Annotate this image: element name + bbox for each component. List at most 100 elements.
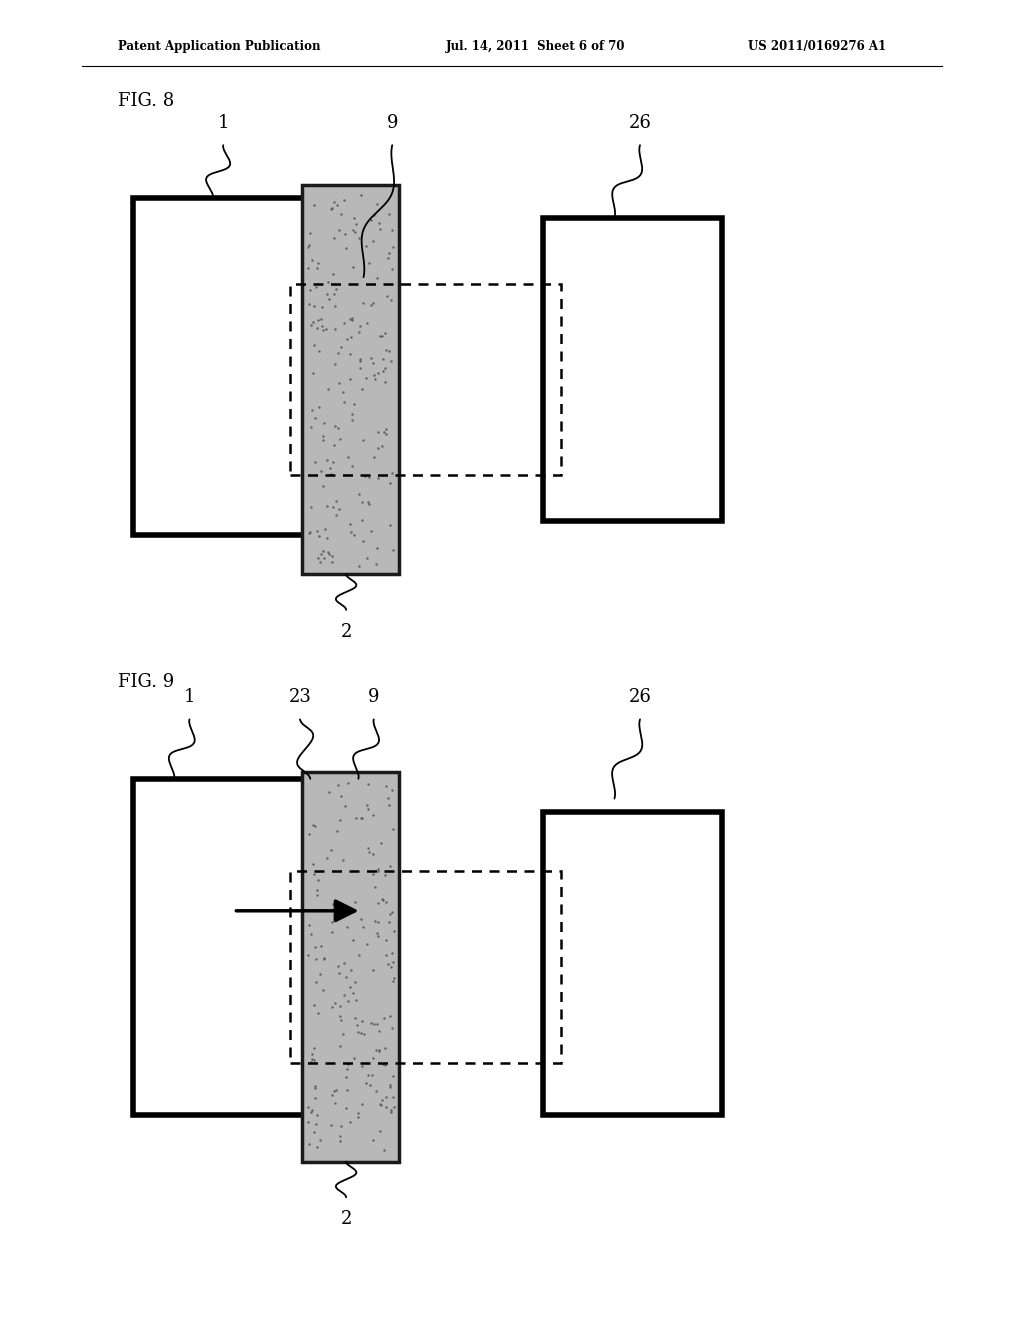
Point — [369, 923, 385, 944]
Point — [335, 1023, 351, 1044]
Point — [346, 892, 362, 913]
Point — [354, 379, 371, 400]
Point — [332, 1125, 348, 1146]
Bar — [543, 218, 722, 521]
Point — [308, 1114, 325, 1135]
Point — [375, 888, 391, 909]
Point — [383, 1102, 399, 1123]
Point — [385, 236, 401, 257]
Point — [303, 1052, 319, 1073]
Point — [386, 920, 402, 941]
Point — [304, 1100, 321, 1121]
Point — [371, 363, 387, 384]
Point — [309, 310, 326, 331]
Point — [355, 531, 372, 552]
Point — [302, 521, 318, 543]
Point — [367, 911, 383, 932]
Point — [309, 548, 326, 569]
Point — [346, 222, 362, 243]
Point — [342, 368, 358, 389]
Point — [342, 975, 358, 997]
Point — [378, 776, 394, 797]
Point — [367, 368, 383, 389]
Point — [375, 1053, 391, 1074]
Point — [319, 272, 336, 293]
Point — [368, 553, 384, 574]
Point — [356, 465, 373, 486]
Point — [353, 908, 370, 929]
Point — [340, 446, 356, 467]
Point — [308, 257, 325, 279]
Point — [309, 1137, 326, 1158]
Point — [362, 209, 379, 230]
Point — [370, 858, 386, 879]
Point — [313, 935, 330, 956]
Point — [360, 466, 377, 487]
Point — [309, 884, 326, 906]
Point — [343, 960, 359, 981]
Point — [370, 1014, 386, 1035]
Point — [385, 952, 401, 973]
Point — [380, 248, 396, 269]
Point — [324, 921, 340, 942]
Point — [301, 824, 317, 845]
Point — [311, 1130, 328, 1151]
Point — [315, 475, 332, 496]
Point — [301, 1134, 317, 1155]
Point — [385, 818, 401, 840]
Point — [315, 948, 332, 969]
Point — [345, 982, 361, 1003]
Point — [314, 429, 331, 450]
Point — [383, 257, 399, 279]
Point — [359, 774, 376, 795]
Bar — [543, 812, 722, 1115]
Point — [367, 446, 383, 467]
Point — [358, 313, 375, 334]
Point — [305, 194, 322, 215]
Point — [360, 494, 377, 515]
Point — [385, 540, 401, 561]
Point — [339, 990, 355, 1011]
Point — [359, 546, 376, 568]
Point — [374, 1089, 390, 1110]
Point — [352, 1023, 369, 1044]
Bar — [290, 871, 561, 1063]
Point — [318, 284, 335, 305]
Point — [306, 816, 323, 837]
Point — [378, 929, 394, 950]
Point — [304, 249, 321, 271]
Point — [302, 222, 318, 243]
Point — [368, 1040, 384, 1061]
Point — [353, 1093, 370, 1114]
Point — [328, 504, 344, 525]
Point — [312, 964, 329, 985]
Point — [313, 297, 330, 318]
Text: 9: 9 — [368, 688, 380, 706]
Point — [337, 238, 353, 259]
Point — [347, 1008, 364, 1030]
Point — [378, 418, 394, 440]
Point — [332, 809, 348, 830]
Point — [328, 491, 344, 512]
Point — [307, 937, 324, 958]
Point — [382, 515, 398, 536]
Point — [311, 396, 328, 417]
Point — [354, 807, 371, 828]
Point — [303, 314, 319, 335]
Point — [325, 545, 341, 566]
Point — [360, 492, 377, 513]
Point — [382, 473, 398, 494]
Point — [375, 348, 391, 370]
Point — [316, 949, 333, 970]
Point — [367, 205, 383, 226]
Point — [326, 284, 342, 305]
Point — [383, 902, 399, 923]
Point — [353, 1055, 370, 1076]
Point — [314, 979, 331, 1001]
Point — [332, 995, 348, 1016]
Point — [382, 855, 398, 876]
Point — [301, 521, 317, 543]
Point — [362, 1012, 379, 1034]
Point — [315, 319, 332, 341]
Point — [354, 492, 371, 513]
